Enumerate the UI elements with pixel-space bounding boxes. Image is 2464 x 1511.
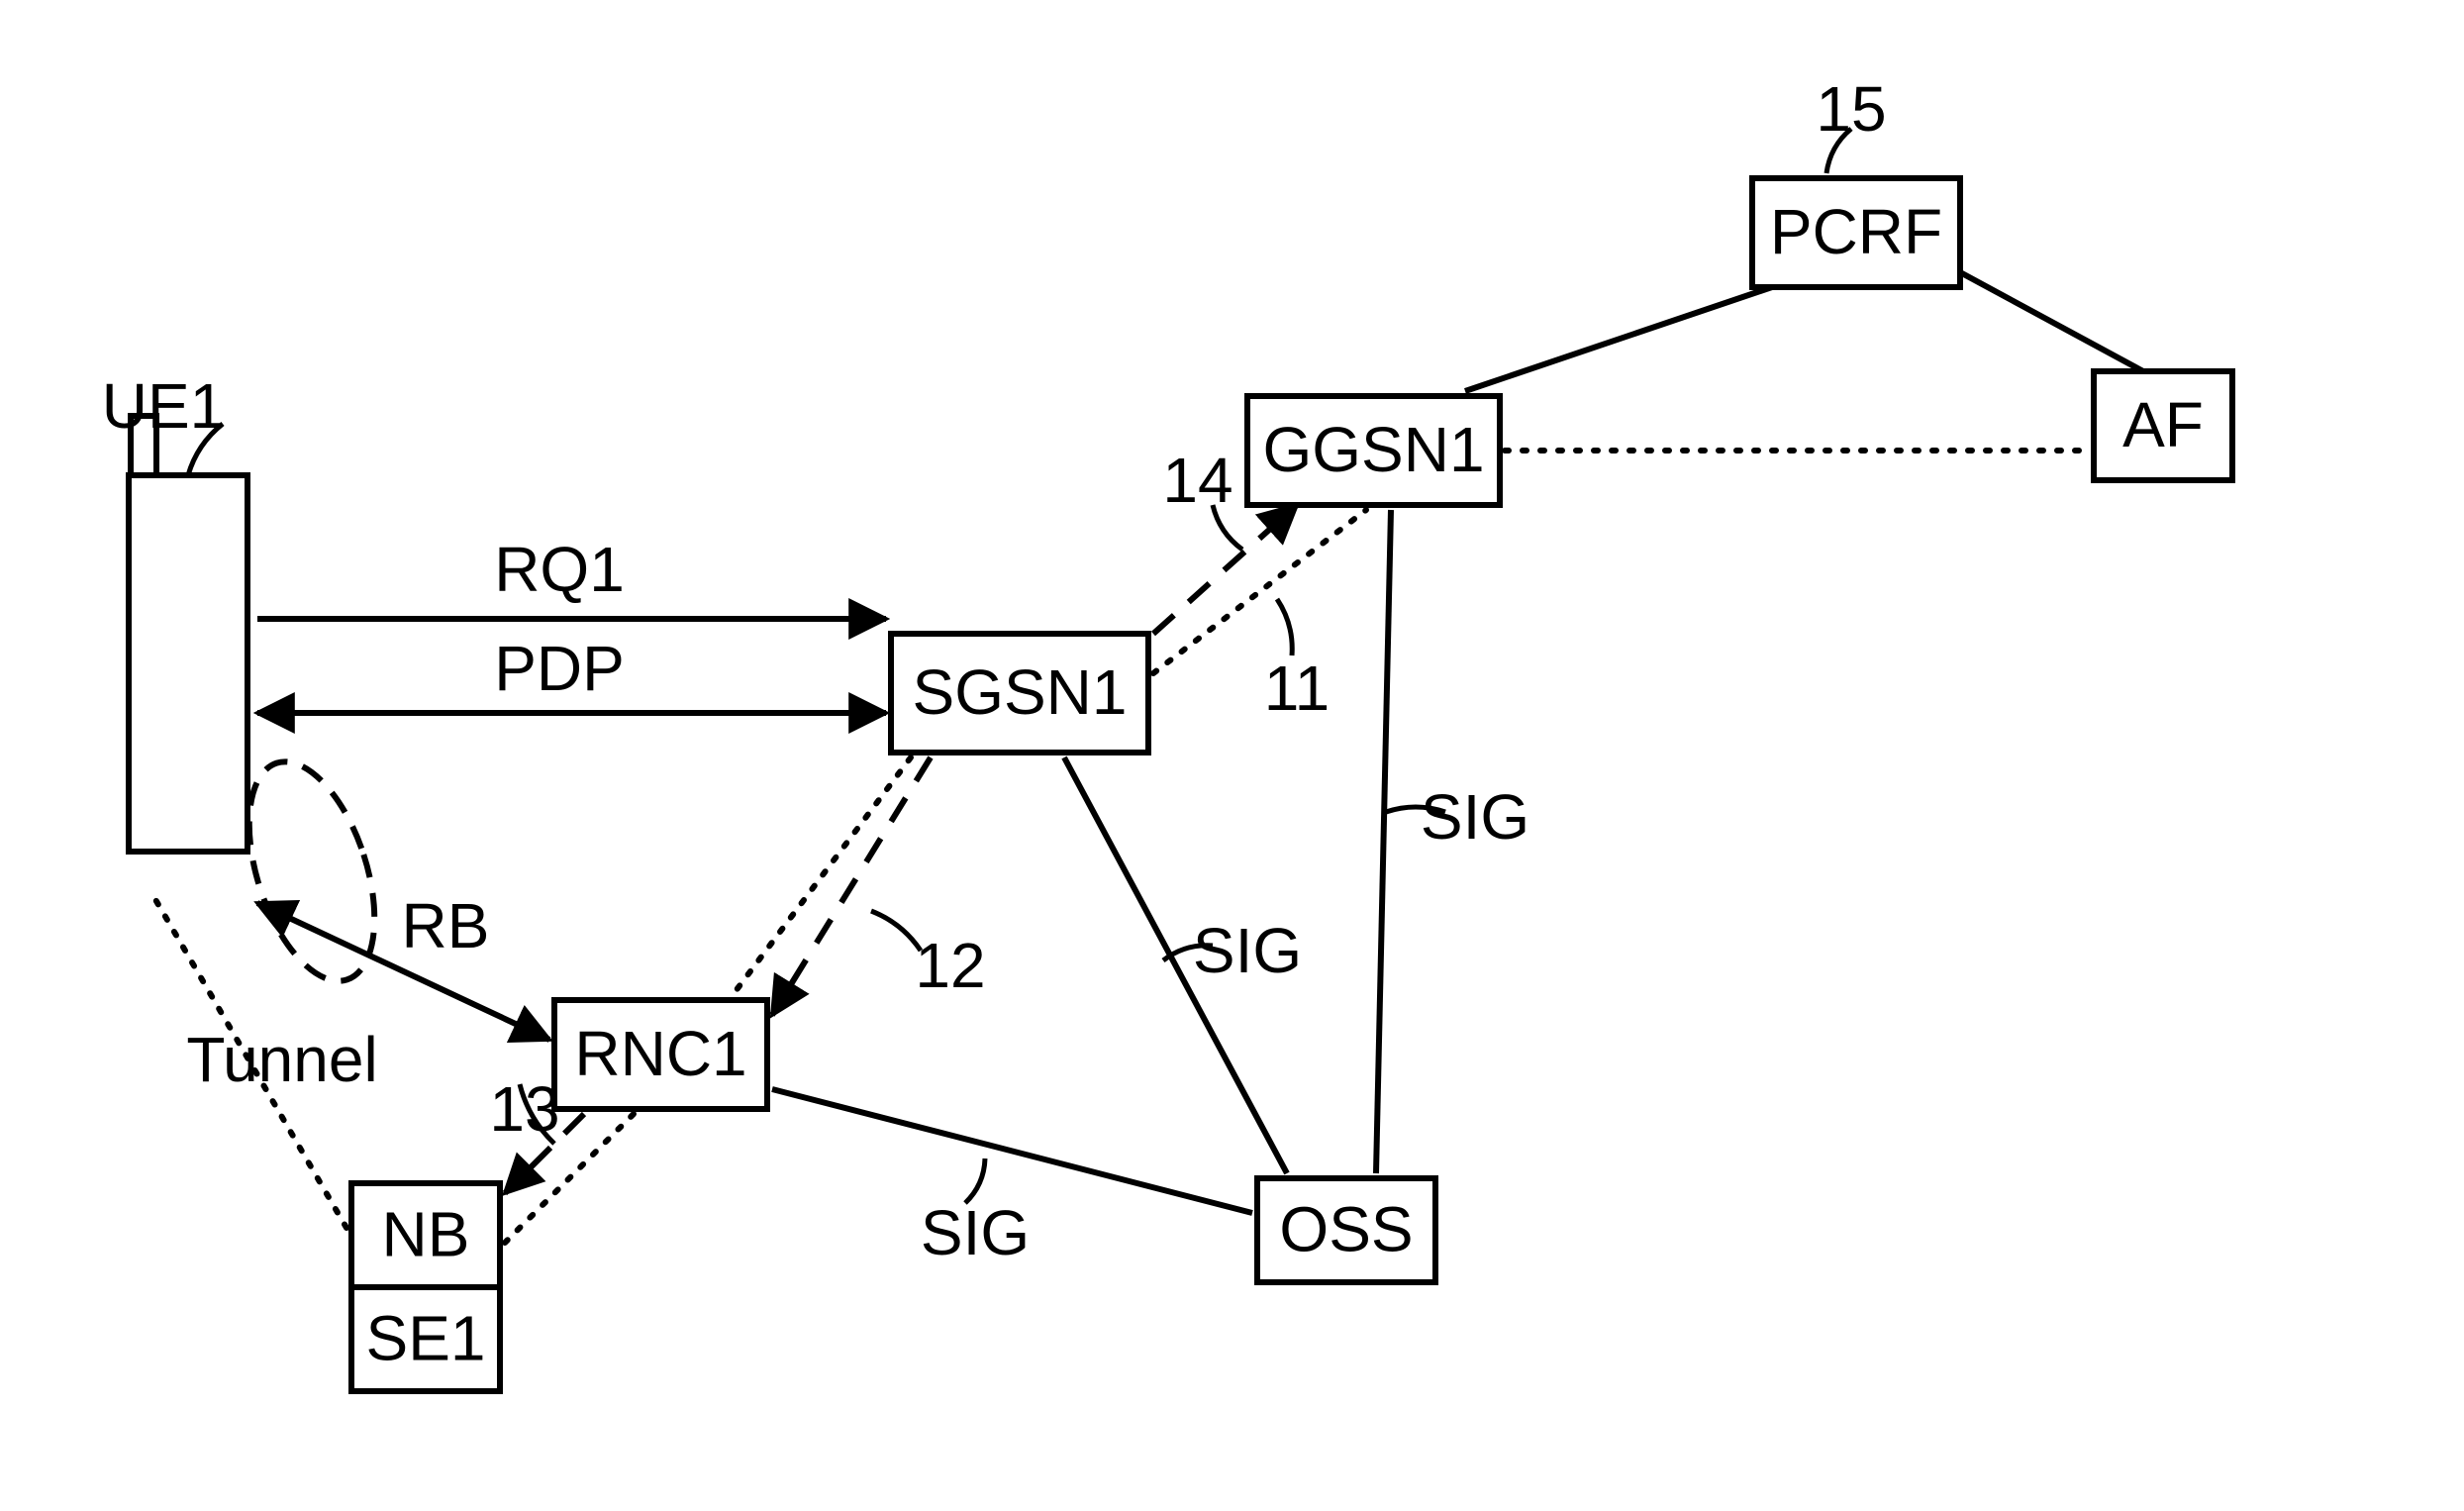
label-14: 14 bbox=[1162, 445, 1232, 516]
edge-GGSN1-OSS bbox=[1376, 510, 1391, 1173]
node-ue1: UE1 bbox=[102, 370, 247, 852]
node-label-nb: NB bbox=[382, 1198, 470, 1269]
node-se1: SE1 bbox=[351, 1287, 500, 1391]
node-label-rnc1: RNC1 bbox=[574, 1018, 746, 1089]
node-label-sgsn1: SGSN1 bbox=[913, 656, 1128, 728]
node-label-se1: SE1 bbox=[366, 1302, 486, 1373]
tick-4 bbox=[871, 911, 921, 951]
edge-label-rb: RB bbox=[402, 890, 490, 961]
node-nb: NB bbox=[351, 1183, 500, 1287]
node-sgsn1: SGSN1 bbox=[891, 634, 1148, 753]
node-rnc1: RNC1 bbox=[554, 1000, 767, 1109]
edge-RNC1-OSS bbox=[772, 1089, 1252, 1213]
edge-label-sig: SIG bbox=[1193, 915, 1302, 986]
edge-label-sig: SIG bbox=[921, 1197, 1030, 1268]
node-af: AF bbox=[2094, 371, 2232, 480]
label-15: 15 bbox=[1816, 73, 1886, 145]
node-ggsn1: GGSN1 bbox=[1247, 396, 1500, 505]
label-13: 13 bbox=[489, 1073, 559, 1145]
tick-3 bbox=[1277, 599, 1292, 655]
node-label-af: AF bbox=[2122, 389, 2204, 460]
node-pcrf: PCRF bbox=[1752, 178, 1960, 287]
node-label-oss: OSS bbox=[1279, 1193, 1413, 1264]
label-11: 11 bbox=[1264, 653, 1330, 724]
edge-label-pdp: PDP bbox=[494, 633, 625, 704]
node-label-ue1: UE1 bbox=[102, 370, 226, 442]
edge-label-sig: SIG bbox=[1421, 781, 1529, 853]
edge-PCRF-AF bbox=[1960, 272, 2143, 371]
edge-SGSN1-GGSN1 bbox=[1153, 505, 1297, 634]
label-tunnel: Tunnel bbox=[186, 1024, 377, 1095]
network-diagram: RQ1 PDP RB SIG SIG SIG UE1 SGSN1 GGSN1 PCRF AF RNC… bbox=[0, 0, 2464, 1511]
node-oss: OSS bbox=[1257, 1178, 1435, 1282]
node-label-ggsn1: GGSN1 bbox=[1262, 414, 1484, 485]
edge-SGSN1-RNC1 bbox=[733, 757, 911, 995]
tick-8 bbox=[1386, 807, 1445, 812]
label-12: 12 bbox=[915, 930, 985, 1001]
node-label-pcrf: PCRF bbox=[1770, 196, 1942, 267]
edge-GGSN1-PCRF bbox=[1465, 287, 1772, 391]
edge-label-rq1: RQ1 bbox=[494, 534, 625, 605]
edge-SGSN1-RNC1 bbox=[772, 757, 931, 1015]
